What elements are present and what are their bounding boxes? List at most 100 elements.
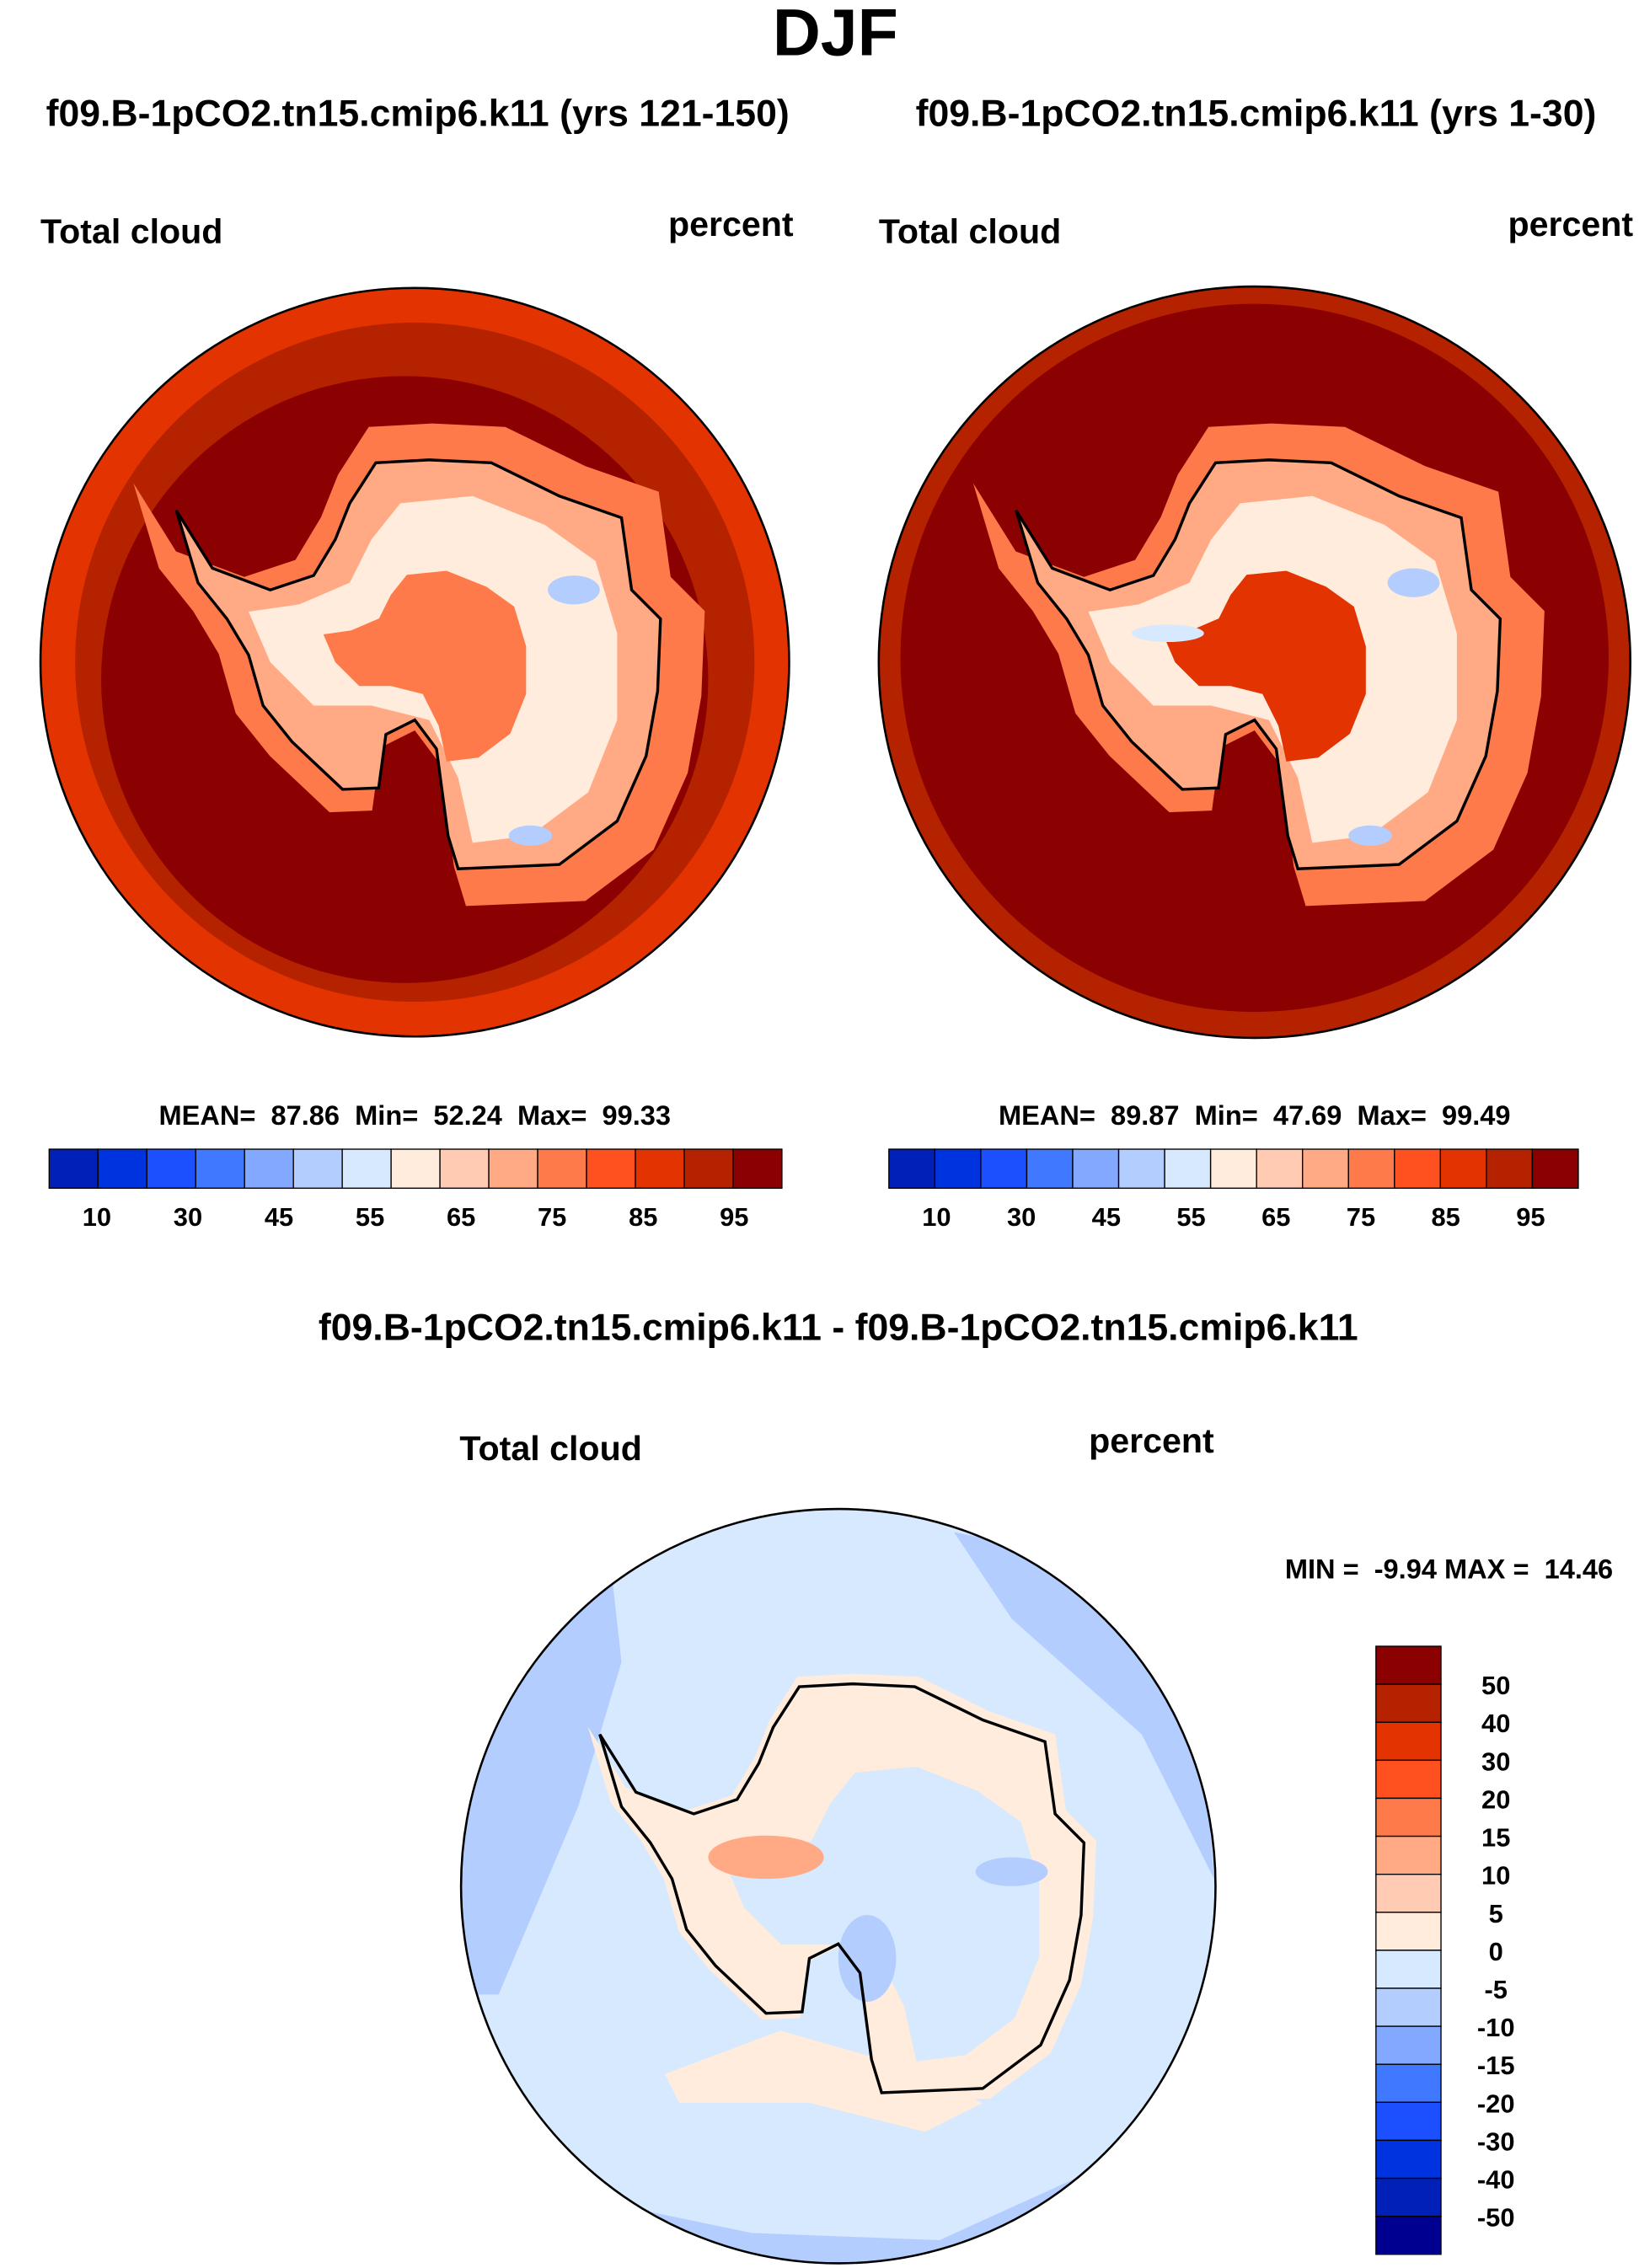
colorbar-box <box>1209 1148 1257 1190</box>
colorbar-box <box>195 1148 245 1190</box>
colorbar-box <box>1375 2177 1442 2217</box>
colorbar-box <box>1375 1721 1442 1762</box>
diff-case: f09.B-1pCO2.tn15.cmip6.k11 - f09.B-1pCO2… <box>319 1307 1358 1348</box>
panel-diff: f09.B-1pCO2.tn15.cmip6.k11 - f09.B-1pCO2… <box>319 1307 1613 2265</box>
colorbar-label: 65 <box>1261 1202 1290 1232</box>
colorbar-label: 10 <box>1481 1861 1510 1891</box>
colorbar-box <box>683 1148 734 1190</box>
colorbar-label: 95 <box>1516 1202 1545 1232</box>
colorbar-box <box>888 1148 936 1190</box>
panel-left-stats: MEAN= 87.86 Min= 52.24 Max= 99.33 <box>158 1100 671 1131</box>
panel-left: f09.B-1pCO2.tn15.cmip6.k11 (yrs 121-150)… <box>39 94 794 1232</box>
colorbar-box <box>146 1148 196 1190</box>
colorbar-label: 85 <box>629 1202 657 1232</box>
map-right <box>878 286 1631 1038</box>
colorbar-label: 40 <box>1481 1709 1510 1738</box>
colorbar-box <box>1394 1148 1442 1190</box>
colorbar-box <box>488 1148 538 1190</box>
colorbar-box <box>1375 1912 1442 1951</box>
colorbar-box <box>97 1148 147 1190</box>
colorbar-box <box>439 1148 490 1190</box>
colorbar-label: 95 <box>720 1202 748 1232</box>
panel-right-variable: Total cloud <box>879 212 1061 251</box>
colorbar-label: 65 <box>447 1202 475 1232</box>
colorbar-label: -50 <box>1477 2203 1515 2233</box>
colorbar-box <box>1375 2063 1442 2104</box>
colorbar-label: -15 <box>1477 2051 1515 2080</box>
colorbar-box <box>1375 2025 1442 2065</box>
colorbar-box <box>1375 2215 1442 2255</box>
colorbar-label: 30 <box>1481 1746 1510 1776</box>
colorbar-box <box>1531 1148 1579 1190</box>
colorbar-label: 75 <box>1347 1202 1375 1232</box>
diff-variable: Total cloud <box>459 1429 641 1468</box>
colorbar-box <box>1439 1148 1487 1190</box>
diff-units: percent <box>1089 1421 1214 1460</box>
panel-right-units: percent <box>1508 205 1633 243</box>
colorbar-box <box>1375 1835 1442 1875</box>
colorbar-box <box>1117 1148 1165 1190</box>
panel-right: f09.B-1pCO2.tn15.cmip6.k11 (yrs 1-30) To… <box>877 94 1633 1232</box>
colorbar-label: -5 <box>1484 1975 1507 2004</box>
colorbar-box <box>48 1148 99 1190</box>
colorbar-label: 85 <box>1431 1202 1460 1232</box>
colorbar-label: 30 <box>1007 1202 1036 1232</box>
diff-stats: MIN = -9.94 MAX = 14.46 <box>1285 1554 1613 1584</box>
panel-right-stats: MEAN= 89.87 Min= 47.69 Max= 99.49 <box>999 1100 1511 1131</box>
colorbar-label: 50 <box>1481 1671 1510 1700</box>
colorbar-box <box>537 1148 587 1190</box>
colorbar-box <box>980 1148 1028 1190</box>
colorbar-label: 45 <box>265 1202 293 1232</box>
colorbar-box <box>1375 2101 1442 2142</box>
colorbar-right: 10 30 45 55 65 75 85 95 <box>888 1148 1579 1232</box>
colorbar-box <box>1375 1950 1442 1989</box>
map-diff <box>461 1509 1216 2264</box>
colorbar-box <box>341 1148 392 1190</box>
figure-title: DJF <box>773 0 898 70</box>
colorbar-left: 10 30 45 55 65 75 85 95 <box>48 1148 783 1232</box>
colorbar-box <box>390 1148 441 1190</box>
colorbar-label: 0 <box>1489 1937 1503 1966</box>
panel-left-units: percent <box>668 205 794 243</box>
colorbar-label: 45 <box>1092 1202 1121 1232</box>
colorbar-label: -30 <box>1477 2126 1515 2156</box>
panel-left-case: f09.B-1pCO2.tn15.cmip6.k11 (yrs 121-150) <box>46 94 790 135</box>
colorbar-box <box>1375 2139 1442 2180</box>
colorbar-box <box>586 1148 636 1190</box>
colorbar-label: 20 <box>1481 1784 1510 1814</box>
colorbar-box <box>1072 1148 1120 1190</box>
colorbar-box <box>1347 1148 1395 1190</box>
colorbar-label: 55 <box>356 1202 384 1232</box>
colorbar-label: 10 <box>83 1202 111 1232</box>
colorbar-box <box>1375 1987 1442 2027</box>
colorbar-box <box>1302 1148 1349 1190</box>
panel-right-case: f09.B-1pCO2.tn15.cmip6.k11 (yrs 1-30) <box>916 94 1597 135</box>
colorbar-box <box>1026 1148 1074 1190</box>
colorbar-label: -20 <box>1477 2089 1515 2118</box>
colorbar-box <box>1375 1797 1442 1837</box>
colorbar-box <box>732 1148 783 1190</box>
colorbar-box <box>1256 1148 1304 1190</box>
map-left <box>40 287 790 1037</box>
colorbar-box <box>1375 1759 1442 1800</box>
colorbar-box <box>934 1148 982 1190</box>
panel-left-variable: Total cloud <box>40 212 222 251</box>
colorbar-label: 55 <box>1176 1202 1205 1232</box>
colorbar-label: 10 <box>922 1202 951 1232</box>
colorbar-label: -10 <box>1477 2013 1515 2042</box>
colorbar-box <box>635 1148 685 1190</box>
colorbar-label: -40 <box>1477 2165 1515 2195</box>
colorbar-label: 15 <box>1481 1823 1510 1853</box>
colorbar-label: 75 <box>538 1202 566 1232</box>
colorbar-box <box>1164 1148 1212 1190</box>
colorbar-box <box>1375 1645 1442 1685</box>
colorbar-box <box>1375 1873 1442 1913</box>
colorbar-box <box>1375 1683 1442 1723</box>
colorbar-label: 30 <box>174 1202 202 1232</box>
colorbar-box <box>244 1148 294 1190</box>
colorbar-box <box>1486 1148 1534 1190</box>
colorbar-label: 5 <box>1489 1899 1503 1928</box>
colorbar-box <box>292 1148 343 1190</box>
